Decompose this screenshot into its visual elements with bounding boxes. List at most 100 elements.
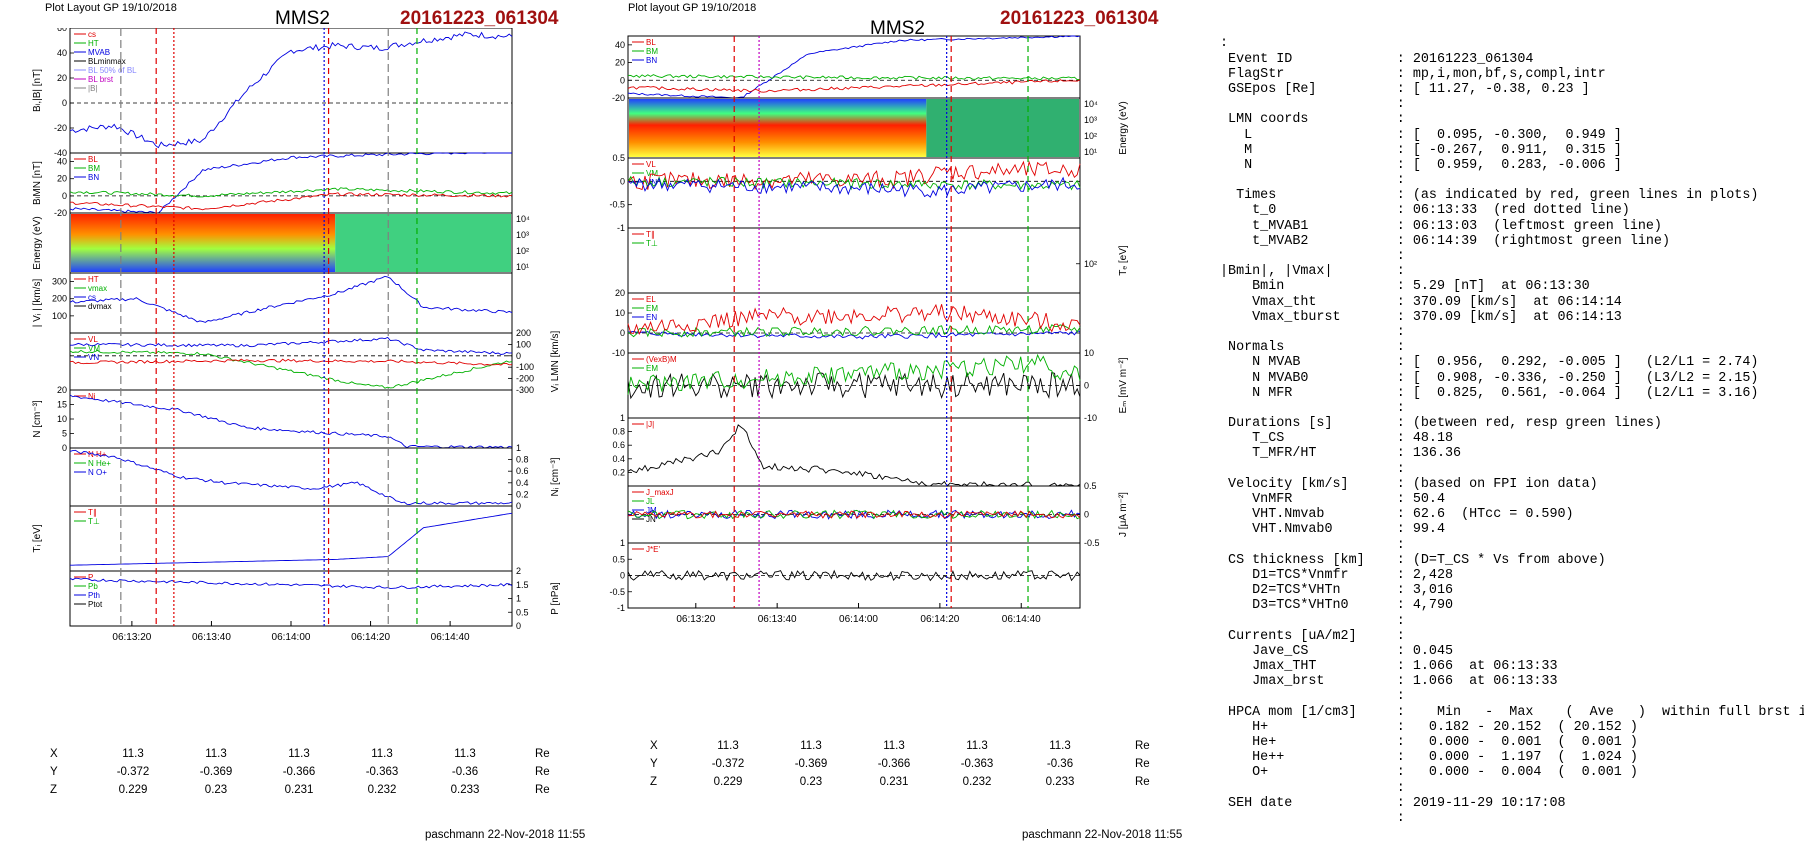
- legend-label: VN: [646, 178, 657, 187]
- series-line: [69, 394, 513, 449]
- series-line: [69, 31, 513, 149]
- y-tick-label: 0.5: [612, 554, 625, 564]
- series-line: [70, 192, 513, 211]
- y-tick-label: 1: [516, 594, 521, 604]
- orbit-unit: Re: [535, 748, 550, 760]
- series-line: [627, 509, 1081, 520]
- y-tick-label: 100: [52, 311, 67, 321]
- panel-ylabel: Energy (eV): [32, 216, 43, 269]
- y-tick-label: 0.2: [612, 467, 625, 477]
- series-line: [627, 353, 1081, 395]
- summary-line: N MFR : [ 0.825, 0.561, -0.064 ] (L2/L1 …: [1220, 385, 1759, 401]
- x-tick-label: 06:13:40: [758, 614, 797, 625]
- series-line: [69, 349, 513, 389]
- y-tick-label: 0: [1084, 381, 1089, 391]
- y-tick-label: -200: [516, 374, 534, 384]
- panel-frame: [69, 389, 513, 449]
- orbit-value: 0.231: [879, 776, 909, 788]
- summary-line: He++ : 0.000 - 1.197 ( 1.024 ): [1220, 750, 1638, 766]
- legend-label: J_maxJ: [646, 488, 674, 497]
- legend-label: J*E': [646, 545, 660, 554]
- y-tick-label: -10: [1084, 413, 1097, 423]
- y-tick-label: -10: [612, 348, 625, 358]
- summary-line: D2=TCS*VHTn : 3,016: [1220, 583, 1454, 599]
- y-tick-label: 10²: [516, 246, 529, 256]
- y-tick-label: 1.5: [516, 580, 529, 590]
- orbit-row-z: Z: [650, 776, 658, 788]
- orbit-value: 0.229: [118, 784, 148, 796]
- legend-label: MVAB: [88, 48, 110, 57]
- summary-line: :: [1220, 780, 1405, 796]
- series-line: [627, 330, 1081, 340]
- panel-ylabel: | Vᵢ | [km/s]: [32, 279, 43, 328]
- y-tick-label: 0.5: [1084, 481, 1097, 491]
- summary-line: N : [ 0.959, 0.283, -0.006 ]: [1220, 157, 1622, 173]
- y-tick-label: 10¹: [1084, 147, 1097, 157]
- panel-frame: [627, 157, 1081, 229]
- legend-label: VN: [88, 353, 99, 362]
- series-line: [70, 512, 513, 566]
- left-plot-title: MMS2: [275, 8, 330, 29]
- summary-line: Normals :: [1220, 340, 1405, 356]
- panel-ylabel: P [nPa]: [550, 582, 561, 615]
- right-plot-header: Plot layout GP 19/10/2018: [628, 2, 757, 14]
- chart-panel: N [cm⁻³] 0 5 10 15 20 Ni: [32, 385, 513, 453]
- y-tick-label: 0: [516, 621, 521, 631]
- legend-label: EN: [646, 313, 657, 322]
- orbit-value: 0.233: [1045, 776, 1075, 788]
- right-plot-title: MMS2: [870, 18, 925, 39]
- y-tick-label: 0: [620, 328, 625, 338]
- summary-line: VnMFR : 50.4: [1220, 492, 1445, 508]
- summary-line: T_CS : 48.18: [1220, 431, 1454, 447]
- orbit-value: 11.3: [288, 748, 310, 760]
- orbit-value: 11.3: [454, 748, 476, 760]
- orbit-value: 0.23: [799, 776, 823, 788]
- orbit-value: 0.232: [367, 784, 397, 796]
- legend-label: |J|: [646, 420, 654, 429]
- summary-line: GSEpos [Re] : [ 11.27, -0.38, 0.23 ]: [1220, 81, 1590, 97]
- orbit-value: -0.372: [116, 766, 150, 778]
- chart-panel: Bₗ,|B| [nT] -40 -20 0 20 40 60 csHTMVABBLminmax…: [32, 28, 513, 158]
- y-tick-label: 10¹: [516, 262, 529, 272]
- orbit-value: 0.229: [713, 776, 743, 788]
- y-tick-label: -1: [617, 223, 625, 233]
- y-tick-label: 0.8: [516, 455, 529, 465]
- summary-line: :: [1220, 249, 1405, 265]
- orbit-value: 11.3: [122, 748, 144, 760]
- summary-line: Durations [s] : (between red, resp green…: [1220, 416, 1662, 432]
- y-tick-label: 1: [620, 413, 625, 423]
- orbit-value: 11.3: [1049, 740, 1071, 752]
- series-line: [69, 577, 513, 590]
- panel-frame: [69, 447, 513, 507]
- series-line: [627, 510, 1081, 519]
- y-tick-label: -20: [54, 123, 67, 133]
- y-tick-label: -40: [54, 148, 67, 158]
- legend-label: |B|: [88, 84, 98, 93]
- right-plot-event-id: 20161223_061304: [1000, 8, 1159, 29]
- summary-line: t_MVAB2 : 06:14:39 (rightmost green line…: [1220, 233, 1670, 249]
- orbit-value: -0.369: [199, 766, 233, 778]
- y-tick-label: 40: [57, 48, 67, 58]
- summary-line: D1=TCS*Vnmfr : 2,428: [1220, 567, 1454, 583]
- x-tick-label: 06:13:20: [676, 614, 715, 625]
- panel-ylabel: Eₘ [mV m⁻²]: [1118, 357, 1129, 413]
- legend-label: EM: [646, 364, 658, 373]
- y-tick-label: -20: [54, 208, 67, 218]
- series-line: [627, 324, 1081, 338]
- y-tick-label: 0.5: [612, 153, 625, 163]
- legend-label: JM: [646, 506, 657, 515]
- orbit-value: 0.23: [204, 784, 228, 796]
- orbit-value: 0.232: [962, 776, 992, 788]
- panel-frame: [69, 570, 513, 627]
- panel-ylabel: J [μA m⁻²]: [1118, 492, 1129, 537]
- panel-ylabel: Energy (eV): [1118, 101, 1129, 154]
- y-tick-label: 0: [62, 191, 67, 201]
- y-tick-label: 40: [615, 40, 625, 50]
- y-tick-label: -1: [617, 603, 625, 613]
- x-tick-label: 06:13:40: [192, 632, 231, 643]
- summary-line: :: [1220, 97, 1405, 113]
- legend-label: Pb: [88, 582, 98, 591]
- legend-label: VL: [646, 160, 656, 169]
